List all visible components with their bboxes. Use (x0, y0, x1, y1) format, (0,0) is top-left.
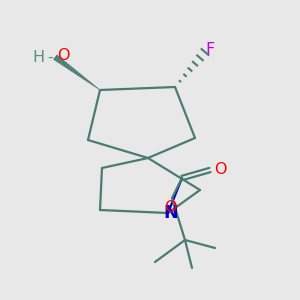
Text: -: - (47, 50, 53, 64)
Text: H: H (32, 50, 44, 65)
Text: N: N (164, 204, 178, 222)
Text: O: O (57, 49, 69, 64)
Text: O: O (214, 161, 226, 176)
Text: F: F (206, 43, 214, 58)
Text: O: O (164, 200, 176, 215)
